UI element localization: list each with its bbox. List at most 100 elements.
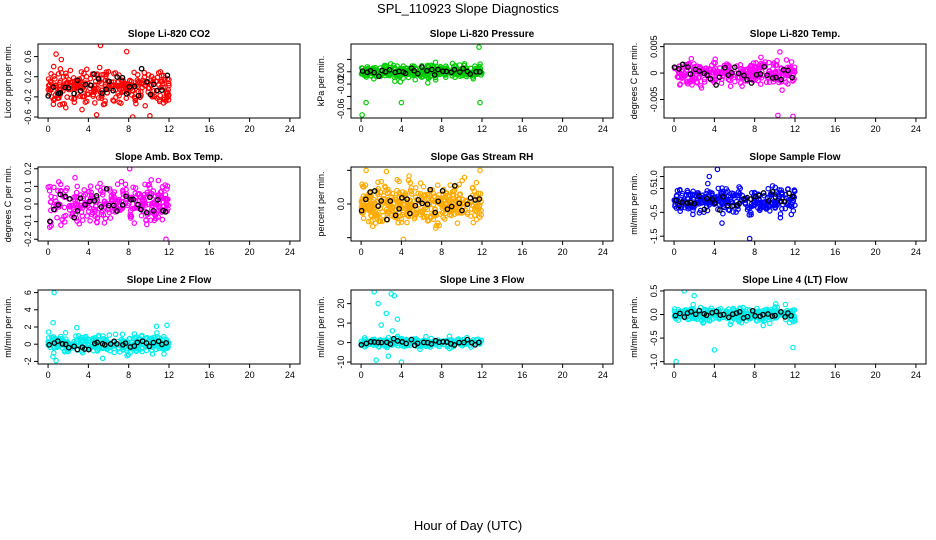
data-point: [162, 196, 168, 203]
data-point: [693, 314, 699, 321]
data-point: [718, 189, 724, 196]
x-tick-label: 4: [399, 247, 404, 257]
reference-point: [135, 92, 142, 99]
data-point: [57, 66, 64, 72]
data-point: [116, 196, 122, 203]
x-tick-label: 20: [871, 124, 881, 134]
data-point-outlier: [477, 99, 483, 106]
reference-point: [106, 78, 112, 85]
reference-point: [378, 198, 385, 204]
x-tick-label: 12: [477, 124, 487, 134]
data-point: [460, 204, 466, 211]
data-point-outlier: [746, 235, 753, 241]
reference-point: [412, 202, 419, 209]
data-point: [111, 349, 118, 356]
data-point: [435, 341, 442, 348]
reference-point: [403, 340, 410, 347]
y-tick-label: 0: [649, 71, 659, 76]
x-tick-label: 0: [359, 124, 364, 134]
data-point: [74, 324, 80, 331]
y-tick-label: -2: [23, 357, 33, 365]
reference-point: [407, 210, 413, 217]
reference-point: [741, 72, 747, 79]
data-point: [74, 91, 81, 98]
data-point: [92, 213, 98, 220]
data-point: [45, 86, 52, 93]
data-point: [755, 308, 762, 315]
x-tick-label: 16: [204, 124, 214, 134]
reference-point: [392, 212, 399, 219]
data-point-outlier: [394, 316, 401, 323]
reference-point: [704, 72, 711, 78]
reference-point: [411, 67, 417, 74]
data-point: [407, 201, 414, 207]
data-point: [771, 60, 777, 66]
data-point: [378, 178, 385, 185]
data-point: [46, 339, 53, 346]
data-point: [725, 193, 732, 200]
data-point: [464, 209, 471, 216]
x-tick-label: 8: [439, 370, 444, 380]
reference-point: [764, 72, 770, 79]
data-point: [704, 180, 711, 187]
y-axis-label: ml/min per min.: [316, 296, 326, 358]
x-tick-label: 20: [245, 247, 255, 257]
data-point: [130, 184, 136, 191]
data-point: [78, 192, 84, 198]
data-point: [737, 80, 744, 86]
data-point-outlier: [673, 358, 679, 364]
x-tick-label: 0: [46, 247, 51, 257]
data-point: [412, 76, 419, 83]
x-tick-label: 16: [517, 124, 527, 134]
data-point: [747, 64, 754, 70]
data-point: [157, 69, 164, 75]
data-point: [53, 198, 59, 204]
reference-point: [472, 341, 478, 348]
data-point: [459, 210, 465, 216]
data-point: [50, 63, 57, 70]
data-point: [365, 218, 372, 225]
points-group: [671, 49, 798, 118]
data-point: [747, 314, 754, 321]
data-point: [101, 185, 107, 192]
chart-panel-3: Slope Li-820 Temp. degrees C per min. 0 4 8 1…: [629, 29, 927, 134]
data-point: [158, 188, 165, 195]
data-point: [396, 73, 402, 80]
reference-point: [375, 203, 382, 209]
x-tick-label: 0: [359, 370, 364, 380]
reference-point: [467, 71, 474, 77]
x-tick-label: 8: [126, 370, 131, 380]
data-point: [423, 333, 429, 340]
reference-point: [736, 308, 743, 315]
x-tick-label: 12: [164, 124, 174, 134]
reference-point: [744, 313, 751, 320]
data-point: [79, 213, 86, 219]
x-tick-label: 24: [598, 124, 608, 134]
reference-point: [77, 195, 84, 202]
data-point: [78, 69, 85, 75]
data-point: [58, 222, 64, 228]
y-axis-label: ml/min per min.: [629, 173, 639, 235]
data-point: [471, 212, 478, 219]
reference-point: [459, 207, 465, 214]
data-point: [398, 219, 405, 226]
data-point: [695, 75, 702, 81]
reference-point: [45, 93, 52, 99]
reference-point: [761, 63, 768, 70]
points-group: [358, 290, 485, 364]
reference-point: [476, 68, 483, 75]
data-point: [445, 192, 451, 199]
data-point: [151, 217, 158, 224]
panel-title: Slope Sample Flow: [749, 152, 840, 163]
data-point-outlier: [378, 322, 385, 328]
data-point: [676, 187, 683, 194]
reference-point: [788, 312, 794, 319]
data-point: [132, 205, 138, 211]
reference-point: [716, 74, 723, 81]
data-point: [61, 204, 68, 211]
points-group: [45, 290, 172, 364]
data-point: [80, 195, 87, 202]
data-point: [74, 183, 81, 190]
reference-point: [130, 196, 137, 203]
x-tick-label: 24: [911, 247, 921, 257]
